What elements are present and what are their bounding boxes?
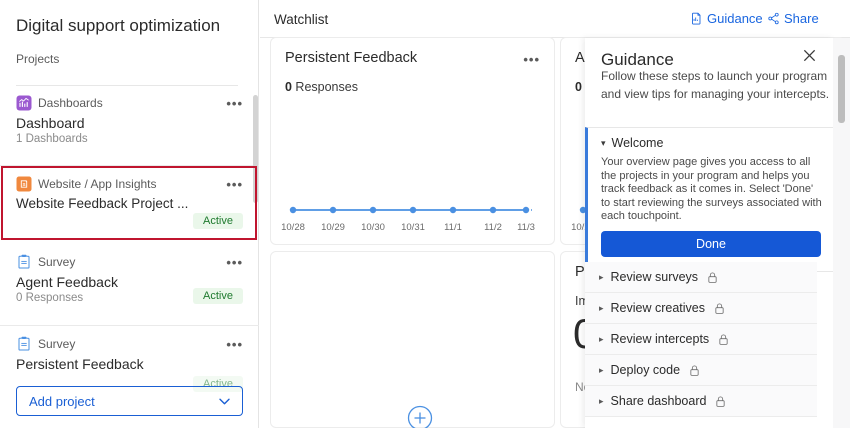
svg-text:10/30: 10/30 — [361, 222, 385, 233]
svg-text:11/1: 11/1 — [444, 222, 462, 233]
svg-text:10/28: 10/28 — [281, 222, 305, 233]
svg-text:10/31: 10/31 — [401, 222, 425, 233]
svg-text:11/3: 11/3 — [517, 222, 535, 233]
svg-text:11/2: 11/2 — [484, 222, 502, 233]
svg-text:10/29: 10/29 — [321, 222, 345, 233]
